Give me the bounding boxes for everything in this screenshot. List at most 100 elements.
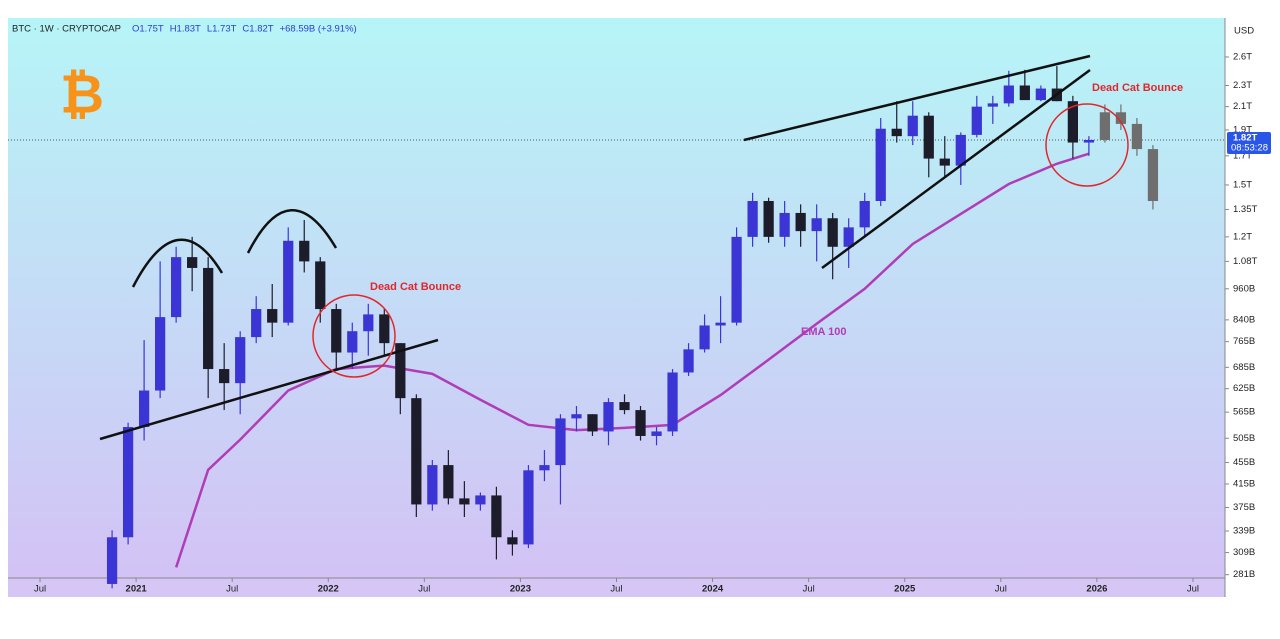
candle-body	[923, 115, 934, 159]
ema-line	[174, 152, 1090, 568]
candle-body	[379, 314, 390, 344]
candle-body	[171, 257, 182, 318]
candle-body	[939, 158, 950, 166]
y-tick-label: 1.7T	[1233, 150, 1252, 161]
candle-body	[555, 418, 566, 466]
candle-body	[715, 322, 726, 326]
candle-body	[475, 495, 486, 505]
candle-body	[603, 402, 614, 432]
y-tick-label: 840B	[1233, 314, 1255, 325]
bitcoin-logo: ₿	[60, 64, 104, 124]
candle-body	[651, 431, 662, 436]
symbol: BTC · 1W · CRYPTOCAP	[12, 24, 121, 35]
ohlc-value: L1.73T	[207, 24, 237, 35]
candle-body	[619, 402, 630, 411]
candle-body	[427, 465, 438, 505]
y-tick-label: 2.6T	[1233, 51, 1252, 62]
candle-body	[395, 343, 406, 399]
candle-body	[203, 267, 214, 370]
y-tick-label: 765B	[1233, 336, 1255, 347]
y-tick-label: 1.2T	[1233, 231, 1252, 242]
trend-lines	[99, 54, 1129, 441]
candle-body	[1003, 85, 1014, 104]
candle-body	[251, 309, 262, 338]
y-tick-label: 1.35T	[1233, 204, 1257, 215]
price-tag-label: 1.82T	[1233, 132, 1257, 143]
candle-body	[1083, 139, 1095, 143]
y-tick-label: 685B	[1233, 362, 1255, 373]
x-tick-label: 2025	[894, 584, 916, 595]
y-tick-label: 1.08T	[1233, 256, 1257, 267]
x-tick-label: 2022	[318, 584, 339, 595]
candle-body	[539, 465, 550, 471]
y-tick-label: 2.3T	[1233, 80, 1252, 91]
candle-body	[219, 369, 230, 384]
candle-body	[106, 537, 118, 584]
candle-body	[907, 115, 918, 137]
candle-body	[1019, 85, 1030, 101]
candle-body	[699, 325, 710, 350]
y-tick-label: 415B	[1233, 478, 1255, 489]
plot-background	[8, 18, 1225, 578]
candle-body	[267, 309, 278, 323]
candle-body	[507, 537, 518, 545]
x-tick-label: Jul	[1187, 584, 1199, 595]
candle-body	[1115, 112, 1127, 124]
candle-body	[987, 103, 998, 107]
y-tick-label: 2.1T	[1233, 101, 1252, 112]
x-tick-label: Jul	[610, 584, 622, 595]
y-tick-label: 455B	[1233, 457, 1255, 468]
candle-body	[971, 106, 982, 135]
x-tick-label: 2021	[126, 584, 148, 595]
price-countdown: 08:53:28	[1231, 142, 1268, 153]
price-tag	[1227, 131, 1271, 154]
y-tick-label: 565B	[1233, 407, 1255, 418]
x-tick-label: Jul	[418, 584, 430, 595]
annotation: Dead Cat Bounce	[370, 281, 461, 293]
ohlc-value: +68.59B (+3.91%)	[280, 24, 357, 35]
y-tick-label: 505B	[1233, 433, 1255, 444]
x-tick-label: Jul	[226, 584, 238, 595]
plot	[8, 66, 1225, 589]
candle-body	[363, 314, 374, 332]
candle-body	[122, 427, 134, 538]
currency: USD	[1234, 26, 1254, 37]
candle-body	[731, 236, 742, 323]
x-tick-label: 2024	[702, 584, 724, 595]
candle-body	[795, 212, 806, 232]
candle-body	[155, 317, 166, 391]
candle-body	[571, 414, 582, 419]
candle-body	[763, 201, 774, 237]
candle-body	[779, 212, 790, 237]
y-tick-label: 960B	[1233, 283, 1255, 294]
candle-body	[523, 470, 534, 545]
candle-body	[811, 218, 822, 232]
candle-body	[1147, 149, 1159, 202]
candle-body	[283, 240, 294, 323]
candle-body	[875, 128, 886, 202]
candle-body	[859, 201, 870, 228]
y-tick-label: 281B	[1233, 569, 1255, 580]
candle-body	[299, 240, 310, 262]
y-tick-label: 1.9T	[1233, 124, 1252, 135]
candle-body	[459, 498, 470, 505]
ema-label: EMA 100	[801, 326, 846, 338]
y-tick-label: 625B	[1233, 383, 1255, 394]
candle-body	[747, 201, 758, 237]
annotation: Dead Cat Bounce	[1092, 82, 1183, 94]
x-tick-label: 2026	[1086, 584, 1107, 595]
candle-body	[187, 257, 198, 268]
y-tick-label: 375B	[1233, 502, 1255, 513]
candle-body	[1067, 101, 1078, 143]
candle-body	[315, 261, 326, 310]
x-tick-label: Jul	[34, 584, 46, 595]
y-tick-label: 1.5T	[1233, 179, 1252, 190]
candle-body	[235, 337, 246, 384]
y-tick-label: 339B	[1233, 526, 1255, 537]
x-axis-band	[8, 578, 1225, 597]
candle-body	[347, 331, 358, 353]
candle-body	[827, 218, 838, 247]
candle-body	[1035, 88, 1046, 101]
x-tick-label: Jul	[995, 584, 1007, 595]
